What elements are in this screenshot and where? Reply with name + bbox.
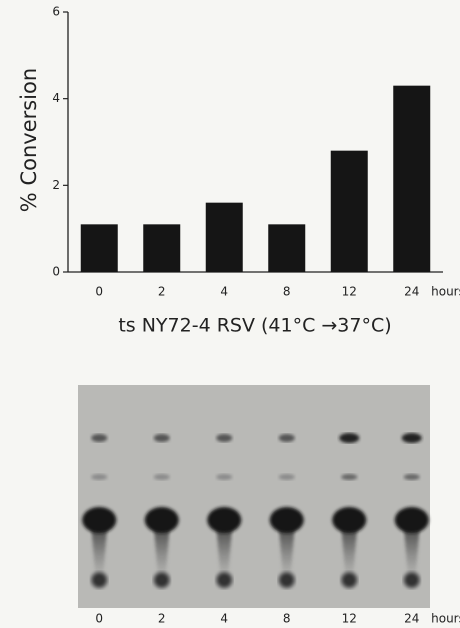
gel-spot-origin <box>152 571 171 589</box>
gel-spot-main <box>332 507 367 533</box>
gel-lane-label: 4 <box>220 612 228 626</box>
gel-streak <box>403 525 420 575</box>
gel-band-top <box>216 434 233 442</box>
gel-streak <box>341 525 358 575</box>
y-tick-label: 0 <box>52 265 60 279</box>
x-tick-label: 12 <box>342 285 357 299</box>
gel-unit-label: hours <box>431 612 460 626</box>
gel-band-faint <box>153 474 170 480</box>
caption: ts NY72-4 RSV (41°C →37°C) <box>118 315 391 337</box>
gel-lane-label: 24 <box>404 612 419 626</box>
y-axis-label: % Conversion <box>17 68 41 212</box>
bar <box>268 224 306 272</box>
gel-band-faint <box>341 474 358 480</box>
gel-band-faint <box>91 474 108 480</box>
gel-band-top <box>278 434 295 442</box>
bar <box>330 150 368 272</box>
gel-spot-main <box>207 507 242 533</box>
gel-band-top <box>401 433 422 443</box>
gel-band-top <box>153 434 170 442</box>
gel-spot-origin <box>215 571 234 589</box>
bar <box>205 202 243 272</box>
gel-spot-main <box>82 507 117 533</box>
gel-spot-origin <box>340 571 359 589</box>
gel-streak <box>91 525 108 575</box>
gel-lane-label: 0 <box>95 612 103 626</box>
gel-lanes <box>82 433 429 589</box>
gel-streak <box>278 525 295 575</box>
bar <box>80 224 118 272</box>
gel-spot-main <box>144 507 179 533</box>
x-unit-label: hours <box>431 285 460 299</box>
bar <box>143 224 181 272</box>
x-tick-label: 0 <box>95 285 103 299</box>
gel-lane-label: 12 <box>342 612 357 626</box>
bar <box>393 85 431 273</box>
gel-spot-main <box>394 507 429 533</box>
x-tick-label: 4 <box>220 285 228 299</box>
y-tick-label: 4 <box>52 91 60 105</box>
gel-band-faint <box>278 474 295 480</box>
gel-spot-origin <box>402 571 421 589</box>
gel-streak <box>216 525 233 575</box>
gel-band-faint <box>216 474 233 480</box>
gel-image <box>78 385 430 608</box>
gel-band-top <box>339 433 360 443</box>
y-tick-label: 6 <box>52 5 60 19</box>
gel-band-faint <box>403 474 420 480</box>
gel-spot-origin <box>90 571 109 589</box>
x-tick-label: 8 <box>283 285 291 299</box>
gel-lane-label: 8 <box>283 612 291 626</box>
y-tick-label: 2 <box>52 178 60 192</box>
gel-spot-origin <box>277 571 296 589</box>
x-tick-label: 24 <box>404 285 419 299</box>
x-tick-label: 2 <box>158 285 166 299</box>
gel-band-top <box>91 434 108 442</box>
gel-streak <box>153 525 170 575</box>
gel-lane-label: 2 <box>158 612 166 626</box>
gel-spot-main <box>269 507 304 533</box>
